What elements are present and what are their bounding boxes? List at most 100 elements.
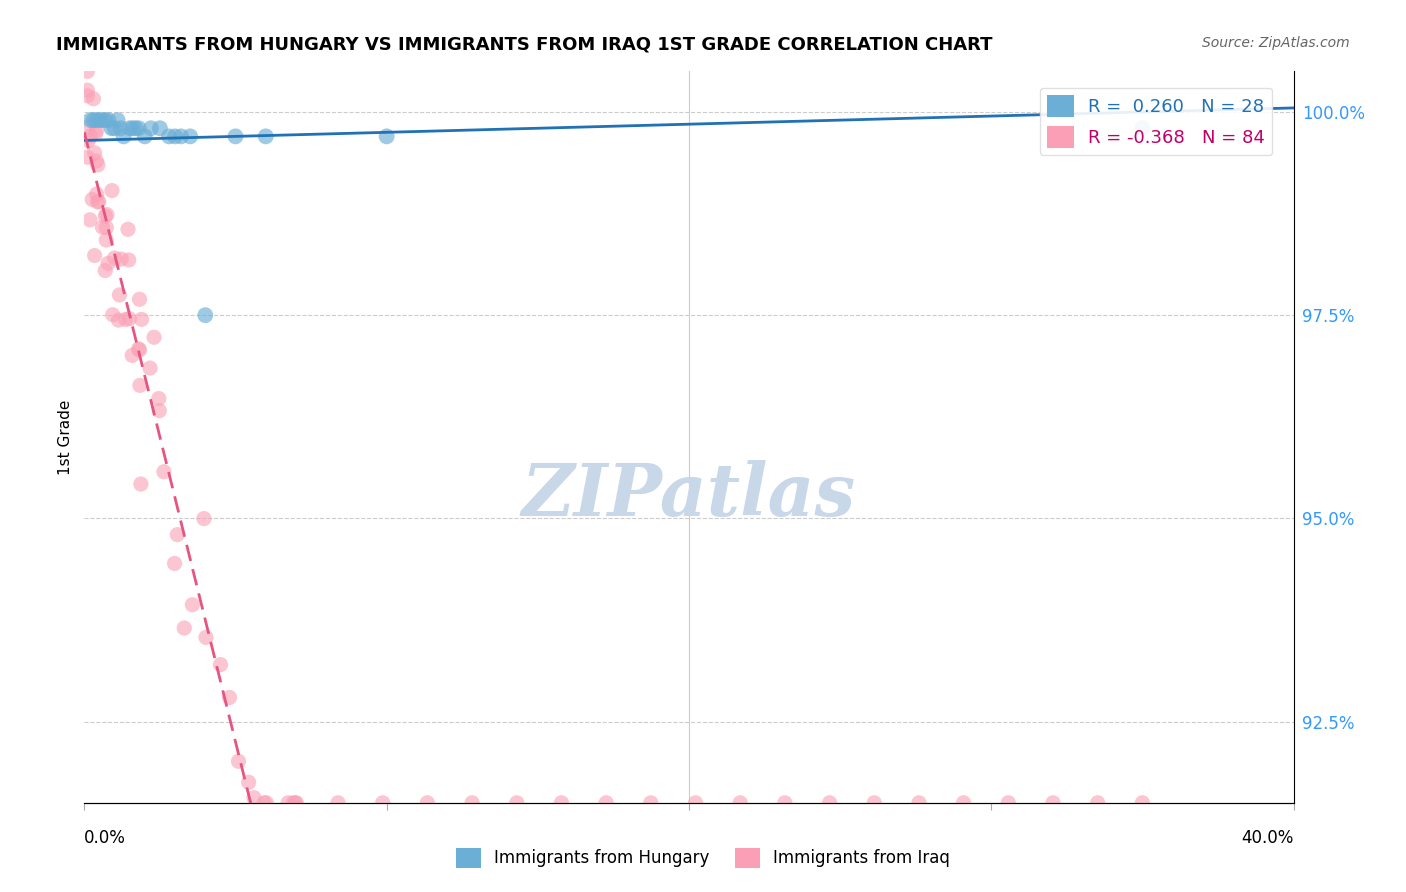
Iraq — [139, 361, 162, 376]
Hungary — [254, 129, 277, 144]
Iraq — [153, 465, 176, 479]
Iraq — [94, 209, 117, 223]
Iraq — [76, 150, 98, 164]
Iraq — [79, 212, 101, 227]
Hungary — [86, 113, 108, 128]
Iraq — [96, 233, 118, 247]
Hungary — [118, 121, 141, 136]
Iraq — [83, 249, 105, 263]
Iraq — [94, 263, 117, 277]
Iraq — [129, 477, 152, 491]
Iraq — [285, 796, 308, 810]
Iraq — [193, 511, 215, 525]
Iraq — [863, 796, 886, 810]
Iraq — [818, 796, 841, 810]
Iraq — [1087, 796, 1109, 810]
Iraq — [114, 312, 136, 326]
Hungary — [91, 113, 114, 128]
Legend: R =  0.260   N = 28, R = -0.368   N = 84: R = 0.260 N = 28, R = -0.368 N = 84 — [1039, 87, 1272, 155]
Text: 40.0%: 40.0% — [1241, 829, 1294, 847]
Text: IMMIGRANTS FROM HUNGARY VS IMMIGRANTS FROM IRAQ 1ST GRADE CORRELATION CHART: IMMIGRANTS FROM HUNGARY VS IMMIGRANTS FR… — [56, 36, 993, 54]
Iraq — [209, 657, 232, 672]
Hungary — [179, 129, 201, 144]
Iraq — [86, 187, 108, 202]
Iraq — [163, 557, 186, 571]
Hungary — [112, 129, 135, 144]
Iraq — [76, 83, 98, 97]
Iraq — [82, 193, 104, 207]
Iraq — [104, 251, 127, 265]
Iraq — [1130, 796, 1153, 810]
Iraq — [77, 120, 100, 134]
Iraq — [997, 796, 1019, 810]
Iraq — [908, 796, 931, 810]
Iraq — [76, 64, 98, 78]
Iraq — [86, 123, 108, 137]
Iraq — [326, 796, 349, 810]
Iraq — [952, 796, 974, 810]
Hungary — [107, 113, 129, 128]
Iraq — [128, 343, 150, 358]
Iraq — [148, 392, 170, 406]
Iraq — [118, 311, 141, 326]
Hungary — [97, 113, 120, 128]
Iraq — [86, 154, 108, 169]
Iraq — [550, 796, 572, 810]
Iraq — [218, 690, 240, 705]
Iraq — [110, 252, 132, 266]
Iraq — [461, 796, 484, 810]
Iraq — [96, 208, 118, 222]
Iraq — [121, 348, 143, 362]
Hungary — [94, 113, 117, 128]
Iraq — [640, 796, 662, 810]
Hungary — [125, 121, 148, 136]
Iraq — [166, 527, 188, 541]
Iraq — [97, 256, 120, 270]
Hungary — [82, 113, 104, 128]
Text: 0.0%: 0.0% — [84, 829, 127, 847]
Text: ZIPatlas: ZIPatlas — [522, 460, 856, 531]
Iraq — [416, 796, 439, 810]
Iraq — [148, 403, 170, 417]
Iraq — [82, 92, 104, 106]
Iraq — [87, 158, 110, 172]
Iraq — [371, 796, 394, 810]
Iraq — [86, 194, 108, 209]
Iraq — [228, 754, 250, 768]
Iraq — [181, 598, 204, 612]
Text: Source: ZipAtlas.com: Source: ZipAtlas.com — [1202, 36, 1350, 50]
Hungary — [149, 121, 172, 136]
Iraq — [506, 796, 529, 810]
Iraq — [253, 796, 276, 810]
Iraq — [77, 133, 100, 147]
Iraq — [131, 312, 153, 326]
Hungary — [104, 121, 127, 136]
Iraq — [728, 796, 751, 810]
Hungary — [110, 121, 132, 136]
Hungary — [1130, 121, 1153, 136]
Iraq — [1042, 796, 1064, 810]
Iraq — [595, 796, 617, 810]
Iraq — [238, 775, 260, 789]
Iraq — [128, 342, 150, 356]
Iraq — [118, 252, 141, 267]
Iraq — [76, 88, 98, 103]
Iraq — [254, 796, 277, 810]
Iraq — [107, 313, 129, 327]
Iraq — [96, 220, 118, 235]
Hungary — [165, 129, 187, 144]
Hungary — [139, 121, 162, 136]
Hungary — [194, 308, 217, 322]
Iraq — [194, 631, 217, 645]
Iraq — [173, 621, 195, 635]
Hungary — [79, 113, 101, 128]
Iraq — [108, 288, 131, 302]
Legend: Immigrants from Hungary, Immigrants from Iraq: Immigrants from Hungary, Immigrants from… — [450, 841, 956, 875]
Iraq — [84, 127, 107, 141]
Hungary — [157, 129, 180, 144]
Hungary — [375, 129, 398, 144]
Iraq — [143, 330, 166, 344]
Hungary — [128, 121, 150, 136]
Iraq — [101, 308, 124, 322]
Iraq — [277, 796, 299, 810]
